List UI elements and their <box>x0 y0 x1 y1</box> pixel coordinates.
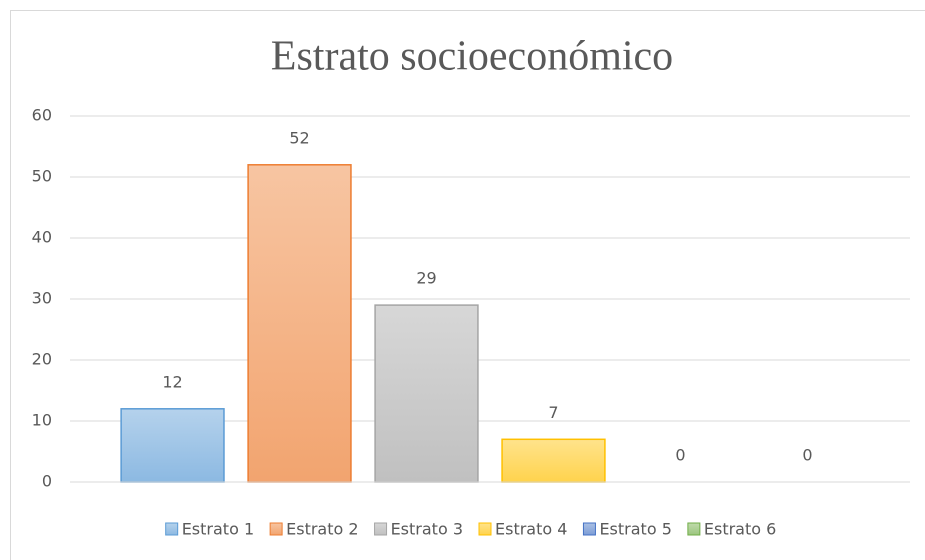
legend-swatch <box>478 522 492 536</box>
data-label: 0 <box>675 446 685 465</box>
y-tick-label: 0 <box>42 472 52 491</box>
y-tick-label: 20 <box>32 350 52 369</box>
data-label: 7 <box>548 403 558 422</box>
data-label: 12 <box>162 372 182 391</box>
legend-swatch <box>165 522 179 536</box>
data-label: 0 <box>802 446 812 465</box>
legend-label: Estrato 5 <box>599 520 671 539</box>
y-tick-label: 30 <box>32 289 52 308</box>
y-tick-label: 40 <box>32 228 52 247</box>
legend-swatch <box>374 522 388 536</box>
legend-label: Estrato 4 <box>495 520 567 539</box>
legend-swatch <box>582 522 596 536</box>
legend-label: Estrato 2 <box>286 520 358 539</box>
bar <box>247 164 352 483</box>
data-label: 29 <box>416 269 436 288</box>
bar <box>120 408 225 483</box>
y-tick-label: 10 <box>32 411 52 430</box>
legend-label: Estrato 3 <box>391 520 463 539</box>
data-label: 52 <box>289 128 309 147</box>
y-tick-label: 50 <box>32 167 52 186</box>
bar <box>501 438 606 483</box>
y-tick-label: 60 <box>32 106 52 125</box>
legend-swatch <box>269 522 283 536</box>
legend-label: Estrato 1 <box>182 520 254 539</box>
bar <box>374 304 479 483</box>
legend-swatch <box>687 522 701 536</box>
legend-label: Estrato 6 <box>704 520 776 539</box>
chart-title: Estrato socioeconómico <box>271 34 673 80</box>
